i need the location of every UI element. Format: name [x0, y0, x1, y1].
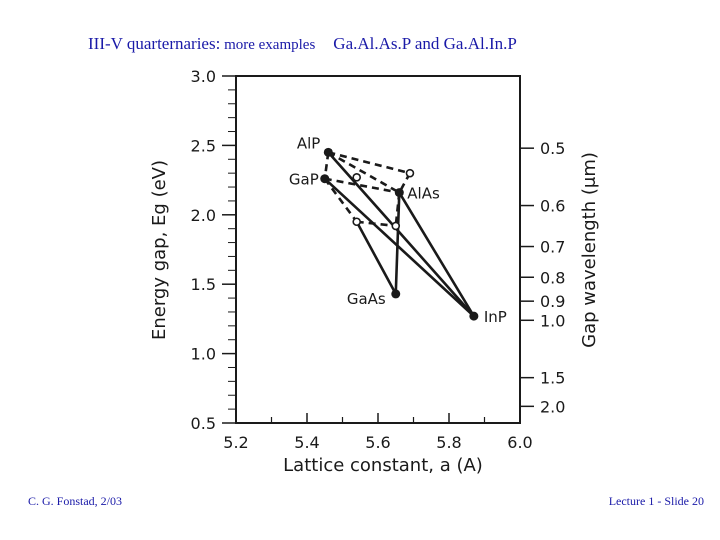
point-label-gaas: GaAs	[347, 290, 386, 308]
point-label-inp: InP	[484, 308, 507, 326]
point-alp	[323, 147, 333, 157]
y2-tick-label-7: 2.0	[540, 397, 565, 416]
dashed-line-2	[324, 177, 400, 194]
y2-tick-label-5: 1.0	[540, 311, 565, 330]
point-alas	[394, 188, 404, 198]
y-tick-label-0: 0.5	[191, 414, 216, 433]
y-tick-label-2: 1.5	[191, 275, 216, 294]
solid-line-1	[323, 177, 476, 318]
x-tick-label-3: 5.8	[436, 433, 461, 452]
y2-tick-label-2: 0.7	[540, 238, 565, 257]
plot-frame	[235, 75, 521, 424]
tick-marks	[222, 75, 534, 424]
data-points	[320, 147, 479, 321]
slide-title-main: III-V quarternaries:	[88, 34, 221, 53]
y2-axis-label: Gap wavelength (μm)	[579, 152, 600, 348]
y2-tick-label-0: 0.5	[540, 139, 565, 158]
ternary-point-1	[352, 173, 362, 182]
x-axis-label: Lattice constant, a (A)	[283, 455, 483, 476]
y2-tick-label-4: 0.9	[540, 292, 565, 311]
ternary-point-0	[405, 168, 415, 178]
x-tick-label-2: 5.6	[365, 433, 390, 452]
footer-slide-number: Lecture 1 - Slide 20	[608, 494, 704, 508]
slide-title-sub: more examples	[220, 37, 316, 53]
y-tick-label-3: 2.0	[191, 206, 216, 225]
tick-labels: 5.2 5.4 5.6 5.8 6.0 0.5 1.0 1.5 2.0 2.5 3.0 0.5 0.6 0…	[191, 67, 566, 452]
y2-tick-label-3: 0.8	[540, 268, 565, 287]
solid-line-0	[326, 151, 476, 318]
dashed-line-6	[323, 177, 358, 223]
solid-line-3	[397, 191, 476, 318]
solid-line-4	[355, 220, 398, 296]
y-axis-label: Energy gap, Eg (eV)	[149, 160, 170, 340]
x-tick-label-4: 6.0	[507, 433, 532, 452]
point-gaas	[391, 289, 401, 299]
slide-title: III-V quarternaries: more examples Ga.Al.…	[88, 34, 517, 54]
slide-title-right: Ga.Al.As.P and Ga.Al.In.P	[333, 34, 517, 53]
ternary-point-3	[391, 221, 401, 231]
y2-tick-label-6: 1.5	[540, 369, 565, 388]
point-inp	[469, 311, 479, 321]
point-label-alas: AlAs	[407, 185, 440, 203]
dashed-line-1	[327, 151, 400, 194]
y2-tick-label-1: 0.6	[540, 197, 565, 216]
y-tick-label-4: 2.5	[191, 136, 216, 155]
point-label-alp: AlP	[297, 134, 320, 152]
dashed-line-7	[356, 220, 396, 228]
y-tick-label-1: 1.0	[191, 345, 216, 364]
dashed-line-0	[327, 151, 411, 175]
point-label-gap: GaP	[289, 171, 319, 189]
dashed-line-5	[394, 192, 401, 227]
x-tick-label-1: 5.4	[294, 433, 319, 452]
footer-author: C. G. Fonstad, 2/03	[28, 494, 123, 508]
point-gap	[320, 174, 330, 184]
point-labels: AlP GaP AlAs GaAs InP	[289, 134, 507, 326]
ternary-point-2	[352, 217, 362, 227]
y-tick-label-5: 3.0	[191, 67, 216, 86]
x-tick-label-0: 5.2	[223, 433, 248, 452]
